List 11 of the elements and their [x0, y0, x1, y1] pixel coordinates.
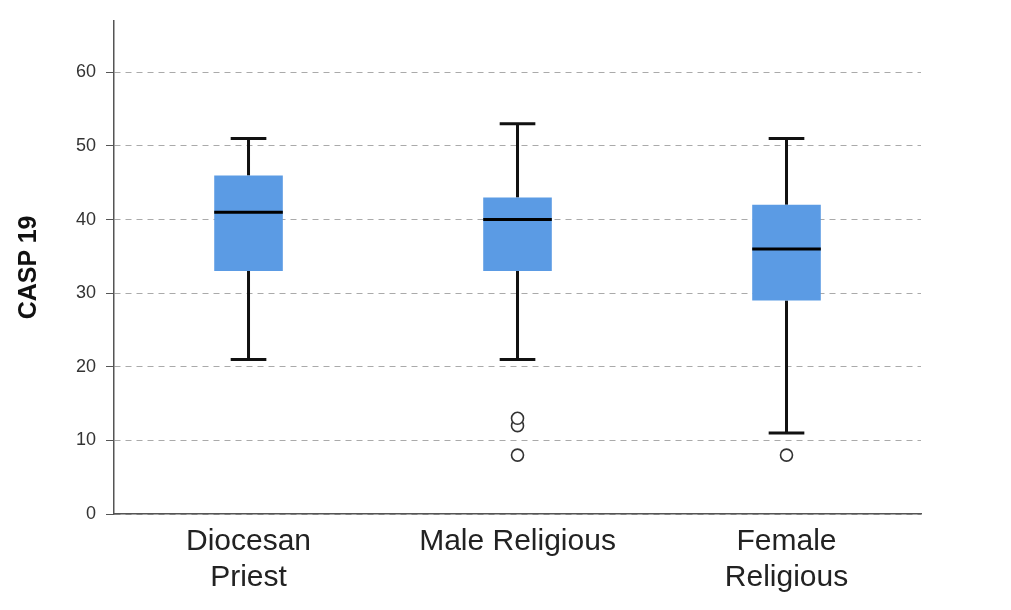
x-tick-label: Diocesan Priest — [185, 523, 312, 593]
y-axis-title: CASP 19 — [12, 215, 41, 320]
y-tick-label: 30 — [75, 282, 97, 303]
y-tick-label: 40 — [75, 208, 97, 229]
x-tick-label: Female Religious — [724, 523, 849, 593]
y-tick-label: 0 — [86, 502, 97, 523]
y-tick-label: 10 — [75, 429, 97, 450]
x-tick-label: Male Religious — [419, 523, 616, 557]
y-tick-label: 60 — [75, 61, 97, 82]
y-tick-label: 50 — [75, 134, 97, 155]
y-tick-label: 20 — [75, 355, 97, 376]
